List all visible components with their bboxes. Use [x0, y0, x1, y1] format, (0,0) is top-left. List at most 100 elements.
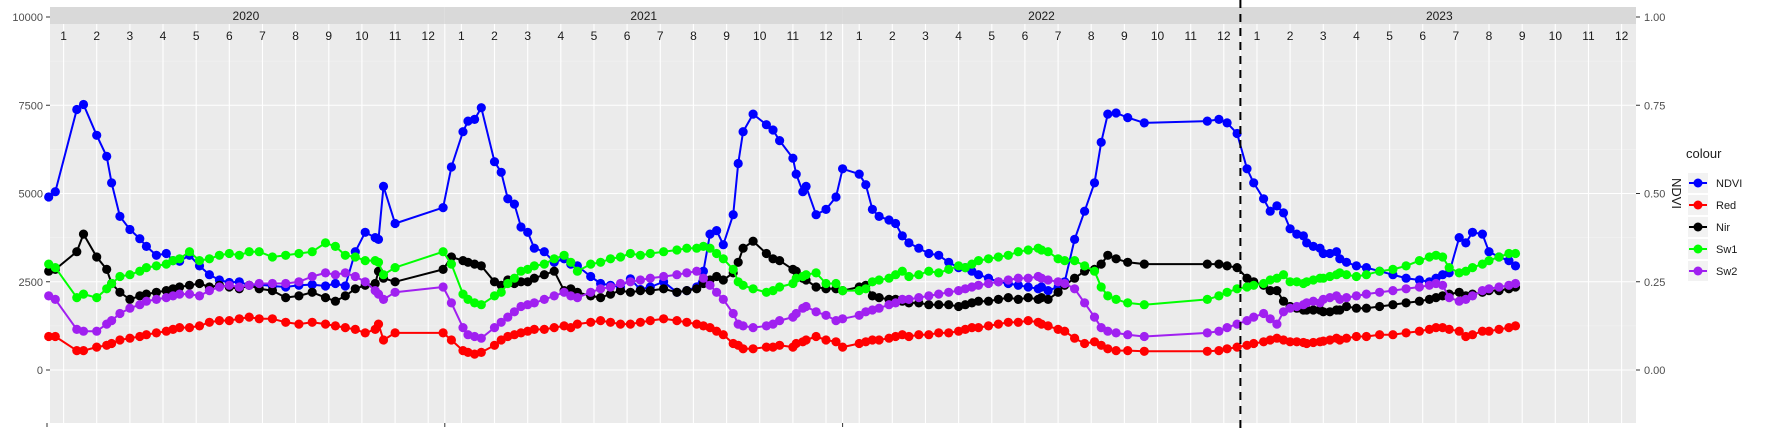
data-point-nir — [294, 291, 304, 301]
data-point-sw2 — [924, 291, 934, 301]
data-point-red — [904, 331, 914, 342]
data-point-red — [267, 314, 277, 324]
month-label: 10 — [753, 29, 767, 43]
data-point-ndvi — [897, 231, 907, 241]
legend-label: Sw1 — [1716, 244, 1737, 256]
data-point-sw1 — [983, 254, 994, 264]
data-point-nir — [115, 287, 125, 297]
data-point-ndvi — [151, 250, 161, 260]
data-point-red — [307, 317, 317, 327]
data-point-sw1 — [390, 263, 400, 273]
data-point-sw1 — [605, 254, 616, 264]
data-point-sw2 — [973, 280, 984, 290]
data-point-red — [1477, 326, 1487, 336]
data-point-sw1 — [214, 250, 224, 260]
data-point-ndvi — [1249, 178, 1259, 188]
data-point-ndvi — [340, 281, 350, 291]
data-point-nir — [1214, 259, 1224, 269]
data-point-red — [831, 337, 841, 347]
data-point-nir — [934, 300, 944, 310]
month-label: 9 — [723, 29, 730, 43]
data-point-ndvi — [733, 158, 743, 169]
data-point-ndvi — [92, 130, 102, 140]
data-point-ndvi — [748, 109, 758, 119]
data-point-red — [1214, 346, 1224, 356]
data-point-ndvi — [801, 181, 811, 191]
data-point-nir — [635, 286, 646, 296]
data-point-sw2 — [1103, 326, 1113, 336]
data-point-sw2 — [509, 307, 519, 317]
data-point-red — [1123, 346, 1133, 356]
month-label: 11 — [1184, 29, 1197, 43]
data-point-ndvi — [1089, 178, 1100, 188]
legend-key-point — [1693, 178, 1703, 188]
data-point-sw1 — [586, 259, 596, 269]
data-point-ndvi — [761, 120, 772, 130]
data-point-ndvi — [320, 281, 331, 291]
data-point-sw2 — [712, 287, 722, 297]
data-point-ndvi — [1331, 247, 1342, 257]
data-point-nir — [390, 277, 400, 287]
data-point-red — [572, 319, 583, 329]
data-point-ndvi — [874, 211, 884, 221]
data-point-red — [1454, 326, 1464, 336]
data-point-sw1 — [360, 256, 370, 266]
y-tick-label: 7500 — [19, 100, 43, 112]
data-point-ndvi — [102, 151, 112, 161]
data-point-red — [1043, 321, 1053, 331]
data-point-sw2 — [1401, 284, 1411, 294]
month-label: 9 — [1519, 29, 1526, 43]
data-point-nir — [775, 256, 785, 266]
data-point-red — [1308, 337, 1318, 348]
data-point-red — [549, 323, 559, 333]
data-point-ndvi — [115, 211, 125, 221]
data-point-sw1 — [373, 257, 384, 267]
legend-label: NDVI — [1716, 178, 1742, 190]
legend-title: colour — [1686, 146, 1722, 161]
data-point-red — [1249, 338, 1259, 349]
data-point-ndvi — [1070, 234, 1080, 244]
y-tick-label: 0 — [37, 365, 43, 377]
data-point-sw2 — [320, 268, 331, 278]
data-point-nir — [330, 296, 340, 306]
year-label: 2021 — [630, 9, 657, 23]
data-point-sw1 — [184, 247, 195, 257]
data-point-sw1 — [1123, 298, 1133, 308]
data-point-sw1 — [801, 270, 811, 280]
data-point-sw1 — [244, 247, 254, 257]
data-point-nir — [692, 284, 702, 294]
data-point-ndvi — [861, 180, 871, 190]
data-point-sw2 — [874, 303, 884, 313]
data-point-ndvi — [1013, 280, 1023, 290]
data-point-nir — [539, 270, 549, 280]
data-point-sw1 — [320, 238, 331, 248]
data-point-nir — [370, 278, 380, 289]
axes: 0 2500 5000 7500 10000 0.00 0.25 0.50 0.75 1.00 ND… — [12, 12, 1684, 427]
year-label: 2022 — [1028, 9, 1055, 23]
data-point-sw1 — [728, 264, 738, 274]
y2-tick-label: 0.50 — [1644, 189, 1665, 201]
data-point-red — [874, 335, 884, 345]
data-point-ndvi — [1414, 275, 1424, 285]
data-point-sw2 — [1510, 278, 1521, 289]
data-point-ndvi — [728, 210, 738, 220]
data-point-sw1 — [914, 270, 924, 280]
month-label: 2 — [1287, 29, 1294, 43]
data-point-ndvi — [831, 192, 841, 202]
data-point-nir — [811, 282, 821, 292]
data-point-red — [175, 323, 185, 333]
data-point-red — [72, 346, 82, 356]
data-point-nir — [1375, 301, 1385, 312]
data-point-sw1 — [748, 284, 758, 294]
data-point-ndvi — [1298, 231, 1308, 241]
data-point-red — [489, 340, 500, 350]
data-point-sw2 — [897, 294, 907, 304]
data-point-nir — [1414, 296, 1424, 306]
data-point-sw1 — [1388, 264, 1398, 274]
data-point-sw1 — [1401, 261, 1411, 271]
legend-key-point — [1693, 244, 1703, 254]
data-point-ndvi — [1285, 224, 1295, 234]
data-point-red — [194, 321, 205, 331]
data-point-sw2 — [503, 312, 513, 322]
data-point-sw1 — [615, 252, 626, 262]
